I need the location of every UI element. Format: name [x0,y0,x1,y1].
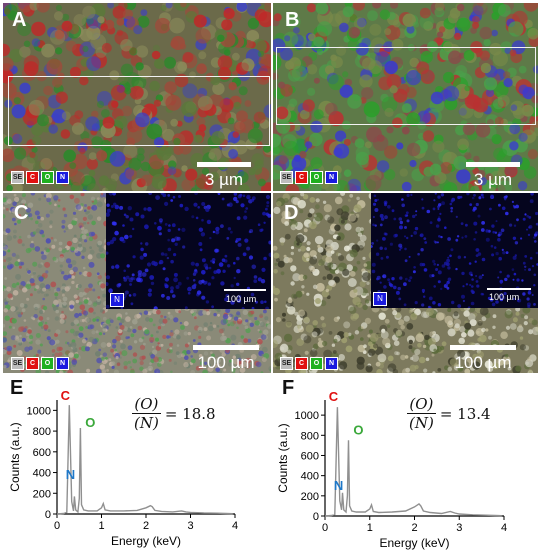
x-axis-label: Energy (keV) [111,534,181,548]
scale-bar-a [197,162,251,167]
nitrogen-map-inset-c: N 100 µm [106,193,271,309]
x-tick-label: 3 [187,520,193,532]
micrograph-panel-c: N 100 µm C SE C O N 100 µm [3,193,271,373]
spectrum-line [56,405,233,515]
oxygen-nitrogen-ratio-f: (O) (N) = 13.4 [407,395,491,432]
chip-n: N [325,171,338,184]
x-tick-label: 3 [456,522,462,534]
chip-c: C [26,171,39,184]
ratio-value-f: = 13.4 [439,404,491,423]
inset-scale-label-d: 100 µm [489,292,520,302]
nitrogen-map-inset-d: N 100 µm [371,193,538,308]
oxygen-nitrogen-ratio-e: (O) (N) = 18.8 [132,395,216,432]
peak-label-o: O [85,415,95,430]
scale-bar-c [193,345,259,350]
scale-label-c: 100 µm [197,353,255,372]
peak-label-n: N [334,478,343,493]
x-tick-label: 4 [232,520,238,532]
micrograph-panel-d: N 100 µm D SE C O N 100 µm [273,193,538,373]
element-legend-d: SE C O N [280,357,338,370]
inset-scale-label-c: 100 µm [226,294,257,304]
element-legend-a: SE C O N [11,171,69,184]
chip-n: N [56,171,69,184]
scale-label-b: 3 µm [473,170,513,189]
micrograph-panel-b: B SE C O N 3 µm [273,3,538,191]
chip-o: O [41,171,54,184]
ratio-denominator-f: (N) [409,414,434,432]
nitrogen-dots-d [371,193,538,308]
scale-label-d: 100 µm [454,353,512,372]
inset-chip-n-c: N [110,293,124,307]
scale-bar-d [450,345,516,350]
chip-o: O [310,171,323,184]
roi-rectangle-b [276,47,536,125]
chip-se: SE [280,171,293,184]
y-tick-label: 600 [301,450,319,462]
x-tick-label: 2 [411,522,417,534]
chip-o: O [41,357,54,370]
panel-label-c: C [14,202,29,224]
chip-se: SE [11,171,24,184]
chip-se: SE [11,357,24,370]
roi-rectangle-a [8,76,270,146]
micrograph-panel-a: A SE C O N 3 µm [3,3,271,191]
scale-label-a: 3 µm [204,170,244,189]
panel-label-d: D [284,202,299,224]
inset-chip-n-d: N [373,292,387,306]
panel-label-b: B [285,9,300,31]
scale-bar-b [466,162,520,167]
element-legend-c: SE C O N [11,357,69,370]
x-tick-label: 1 [367,522,373,534]
y-tick-label: 1000 [295,410,319,422]
eds-spectrum-f: 0 1 2 3 4 0 200 400 600 800 1000 Energy (keV) Counts… [276,389,507,550]
chip-o: O [310,357,323,370]
peak-label-c: C [329,389,339,404]
inset-scale-bar-c [224,289,266,291]
chip-c: C [26,357,39,370]
y-tick-label: 400 [33,468,51,480]
y-tick-label: 800 [301,430,319,442]
x-tick-label: 4 [501,522,507,534]
panel-label-e: E [10,377,24,399]
x-tick-label: 0 [322,522,328,534]
y-tick-label: 600 [33,447,51,459]
y-axis-label: Counts (a.u.) [276,423,290,492]
panel-label-f: F [282,377,295,399]
x-tick-label: 0 [54,520,60,532]
nitrogen-dots-c [106,193,271,309]
peak-label-n: N [66,467,75,482]
eds-spectrum-e: 0 1 2 3 4 0 200 400 600 800 1000 Energy (keV) Counts… [8,388,238,548]
y-tick-label: 800 [33,426,51,438]
x-axis-label: Energy (keV) [379,536,449,550]
panel-label-a: A [12,9,27,31]
chip-se: SE [280,357,293,370]
eds-map-b [273,3,538,191]
spectrum-line [324,407,502,517]
element-legend-b: SE C O N [280,171,338,184]
ratio-numerator-f: (O) [407,395,436,414]
chip-n: N [325,357,338,370]
y-axis-label: Counts (a.u.) [8,422,22,491]
chip-c: C [295,357,308,370]
y-tick-label: 0 [45,509,51,521]
y-tick-label: 200 [33,488,51,500]
x-tick-label: 2 [143,520,149,532]
x-tick-label: 1 [98,520,104,532]
ratio-value-e: = 18.8 [164,404,216,423]
y-tick-label: 1000 [27,405,51,417]
ratio-numerator-e: (O) [132,395,161,414]
inset-scale-bar-d [487,288,531,290]
chip-n: N [56,357,69,370]
peak-label-o: O [353,422,363,437]
y-tick-label: 400 [301,471,319,483]
chip-c: C [295,171,308,184]
peak-label-c: C [61,388,71,403]
y-tick-label: 200 [301,491,319,503]
ratio-denominator-e: (N) [134,414,159,432]
y-tick-label: 0 [313,511,319,523]
